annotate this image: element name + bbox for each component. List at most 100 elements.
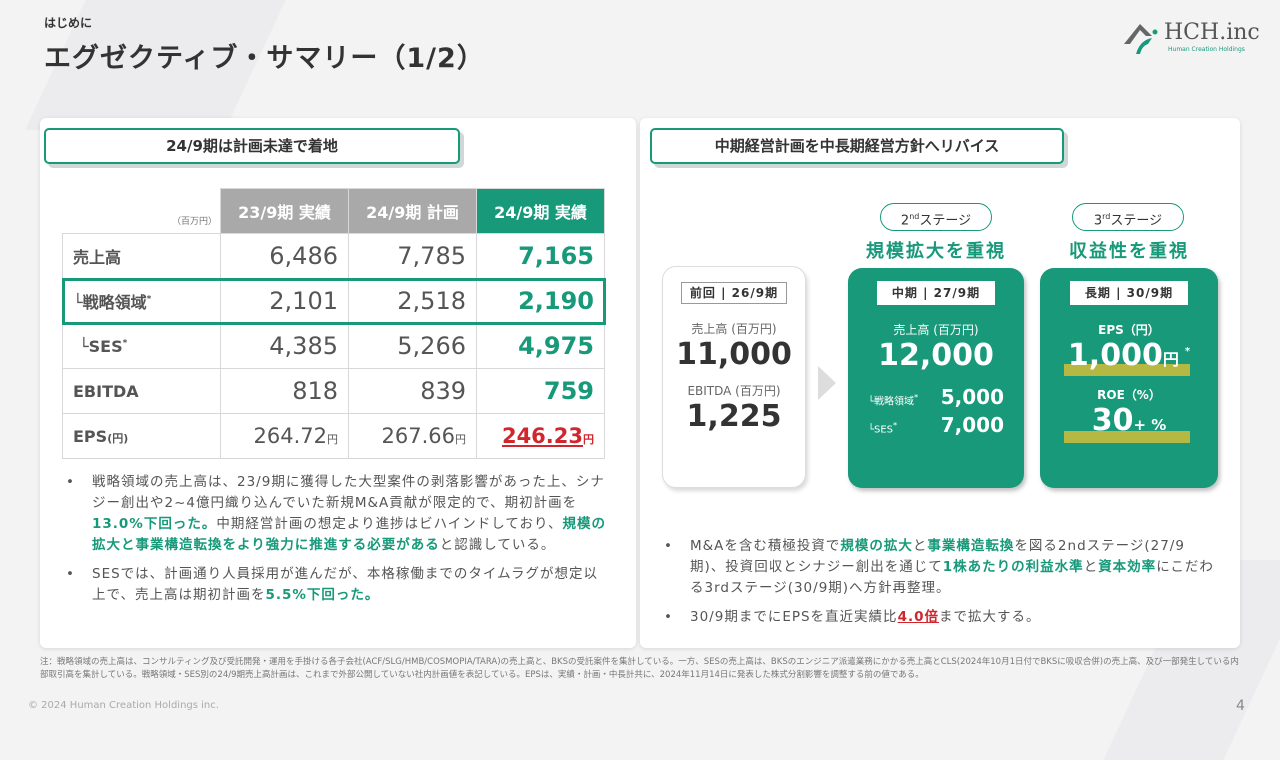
footnote-mark: * (893, 419, 898, 430)
unit: (円) (107, 431, 129, 445)
column-header: 24/9期 計画 (348, 188, 477, 234)
bullet: 30/9期までにEPSを直近実績比4.0倍まで拡大する。 (660, 607, 1220, 628)
stage-2-focus: 規模拡大を重視 (866, 241, 1006, 262)
emphasis-text: 規模の拡大 (840, 538, 913, 554)
long-term-card: 長期 | 30/9期 EPS（円） 1,000円 * ROE（%） 30+ % (1040, 268, 1218, 488)
sales-label: 売上高 (百万円) (893, 323, 979, 337)
copyright: © 2024 Human Creation Holdings inc. (28, 700, 219, 711)
bullet: 戦略領域の売上高は、23/9期に獲得した大型案件の剥落影響があった上、シナジー創… (62, 472, 612, 556)
period-tag: 前回 | 26/9期 (681, 282, 787, 304)
previous-plan-card: 前回 | 26/9期 売上高 (百万円) 11,000 EBITDA (百万円)… (662, 266, 806, 488)
sub-label: └SES (868, 424, 894, 435)
logo-text: HCH.inc (1164, 20, 1260, 45)
eps-target: 1,000円 * (1040, 338, 1218, 378)
bullet-text: と (1083, 559, 1099, 575)
tag-term: 長期 (1084, 286, 1111, 300)
row-label-text: └戦略領域 (73, 293, 147, 312)
cell: 2,101 (220, 278, 349, 324)
sub-label: └戦略領域 (868, 396, 915, 407)
cell: 246.23円 (476, 413, 605, 459)
highlight-bar (1064, 431, 1190, 443)
bullet-text: と認識している。 (439, 537, 556, 553)
bullet-text: SESでは、計画通り人員採用が進んだが、本格稼働までのタイムラグが想定以上で、売… (92, 566, 598, 603)
stage-number: 3 (1093, 213, 1103, 229)
sub-row: └戦略領域* 5,000 (848, 385, 1024, 409)
table-row-highlighted: └戦略領域* 2,101 2,518 2,190 (61, 277, 606, 325)
row-label: └SES* (62, 323, 221, 369)
left-bullets: 戦略領域の売上高は、23/9期に獲得した大型案件の剥落影響があった上、シナジー創… (62, 472, 612, 614)
page-title: エグゼクティブ・サマリー（1/2） (44, 43, 485, 74)
roe-target: 30+ % (1040, 403, 1218, 443)
stage-label: ステージ (919, 213, 972, 229)
tag-period: 30/9期 (1126, 286, 1174, 300)
cell: 2,190 (476, 278, 605, 324)
column-header: 23/9期 実績 (220, 188, 349, 234)
unit: 円 (455, 433, 466, 446)
table-row: EBITDA 818 839 759 (62, 368, 605, 414)
stage-label: ステージ (1110, 213, 1163, 229)
period-tag: 中期 | 27/9期 (877, 281, 995, 305)
table-row: └SES* 4,385 5,266 4,975 (62, 323, 605, 369)
bullet-text: にこだわる3rdステージ(30/9期)へ方針再整理。 (690, 559, 1214, 596)
tag-period: 26/9期 (731, 286, 779, 300)
roe-label: ROE（%） (1097, 388, 1161, 402)
highlight-bar (1064, 364, 1190, 376)
footnote-mark: * (122, 338, 128, 349)
logo-subtext: Human Creation Holdings (1168, 46, 1245, 53)
right-panel-heading: 中期経営計画を中長期経営方針へリバイス (650, 128, 1064, 164)
sub-row: └SES* 7,000 (848, 413, 1024, 437)
eps-unit: 円 (1162, 350, 1179, 369)
unit: 円 (327, 433, 338, 446)
table-row: EPS(円) 264.72円 267.66円 246.23円 (62, 413, 605, 459)
cell: 818 (220, 368, 349, 414)
left-panel-heading: 24/9期は計画未達で着地 (44, 128, 460, 164)
stage-suffix: rd (1102, 212, 1111, 221)
cell: 4,975 (476, 323, 605, 369)
emphasis-text: 5.5%下回った。 (265, 587, 380, 603)
cell: 4,385 (220, 323, 349, 369)
footnote-mark: * (146, 294, 152, 305)
bullet: M&Aを含む積極投資で規模の拡大と事業構造転換を図る2ndステージ(27/9期)… (660, 536, 1220, 599)
bullet-text: 30/9期までにEPSを直近実績比 (690, 609, 898, 625)
row-label-text: └SES (79, 336, 123, 356)
cell: 264.72円 (220, 413, 349, 459)
row-label: EPS(円) (62, 413, 221, 459)
emphasis-text: 4.0倍 (897, 609, 939, 625)
eps-label: EPS（円） (1098, 323, 1160, 337)
bullet-text: 中期経営計画の想定より進捗はビハインドしており、 (216, 516, 563, 532)
sales-value: 12,000 (878, 338, 994, 373)
stage-2-pill: 2ndステージ (880, 203, 992, 231)
stage-number: 2 (900, 213, 910, 229)
page-number: 4 (1236, 698, 1245, 714)
sales-label: 売上高 (百万円) (691, 322, 777, 336)
emphasis-text: 13.0%下回った。 (92, 516, 217, 532)
ebitda-value: 1,225 (686, 399, 782, 434)
section-kicker: はじめに (44, 16, 93, 30)
table-header-row: 23/9期 実績 24/9期 計画 24/9期 実績 (63, 188, 605, 234)
emphasis-text: 資本効率 (1098, 559, 1157, 575)
cell: 7,785 (348, 233, 477, 279)
row-label: └戦略領域* (62, 278, 221, 324)
bullet-text: を図る2ndステージ(27/9期)、投資回収とシナジー創出を通じて (690, 538, 1185, 575)
unit-note: （百万円） (172, 217, 218, 227)
footnote: 注：戦略領域の売上高は、コンサルティング及び受託開発・運用を手掛ける各子会社(A… (40, 657, 1239, 680)
cell: 267.66円 (348, 413, 477, 459)
arrow-right-icon (818, 366, 836, 400)
column-header: 24/9期 実績 (476, 188, 605, 234)
stage-3-pill: 3rdステージ (1072, 203, 1184, 231)
cell: 839 (348, 368, 477, 414)
table-row: 売上高 6,486 7,785 7,165 (62, 233, 605, 279)
logo-mark-icon (1124, 24, 1158, 54)
cell: 759 (476, 368, 605, 414)
bullet-text: まで拡大する。 (938, 609, 1041, 625)
period-tag: 長期 | 30/9期 (1070, 281, 1188, 305)
emphasis-text: 1株あたりの利益水準 (942, 559, 1084, 575)
sales-value: 11,000 (676, 337, 792, 372)
unit: 円 (583, 433, 594, 446)
tag-term: 中期 (891, 286, 918, 300)
tag-term: 前回 (689, 286, 716, 300)
row-label: 売上高 (62, 233, 221, 279)
cell: 6,486 (220, 233, 349, 279)
bullet-text: M&Aを含む積極投資で (690, 538, 841, 554)
bullet: SESでは、計画通り人員採用が進んだが、本格稼働までのタイムラグが想定以上で、売… (62, 564, 612, 606)
